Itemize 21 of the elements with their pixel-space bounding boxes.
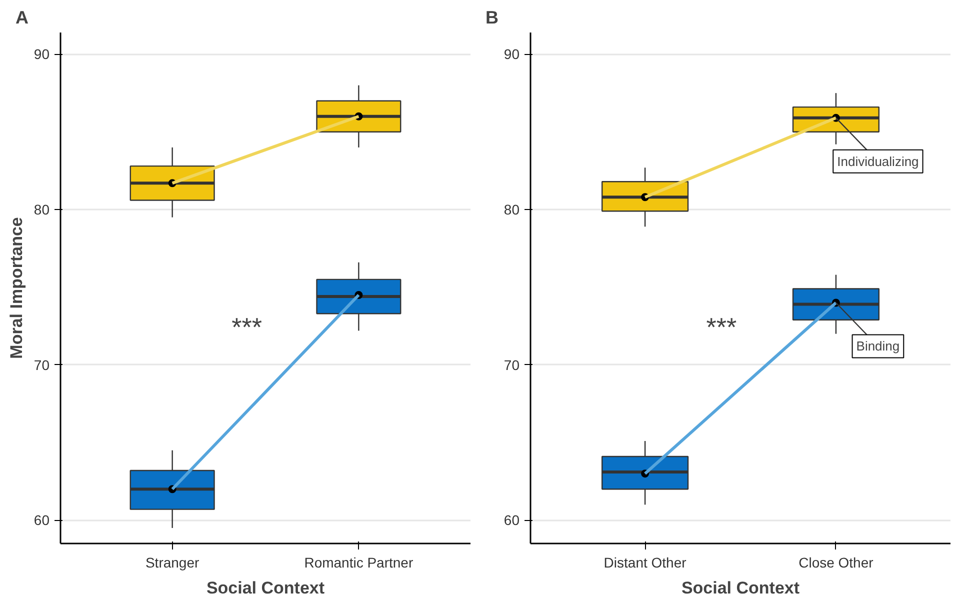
y-tick-label: 90 [34,46,50,62]
annotation: Binding [856,338,900,354]
y-tick-label: 70 [34,356,50,373]
x-tick-label: Romantic Partner [304,554,414,570]
y-tick-label: 60 [504,512,520,528]
y-tick-label: 70 [504,356,520,373]
y-tick-label: 60 [34,512,50,528]
x-tick-label: Close Other [798,554,874,570]
x-tick-label: Stranger [145,554,200,570]
chart-title: A [16,8,28,28]
y-tick-label: 90 [504,46,520,62]
annotation: *** [232,312,262,342]
x-axis-title: Social Context [206,578,325,598]
y-tick-label: 80 [504,202,520,218]
y-tick-label: 80 [34,202,50,218]
x-axis-title: Social Context [681,578,800,598]
y-axis-title: Moral Importance [6,217,26,359]
annotation: Individualizing [837,154,919,169]
x-tick-label: Distant Other [604,554,687,570]
chart-title: B [486,8,498,28]
annotation: *** [706,312,737,342]
